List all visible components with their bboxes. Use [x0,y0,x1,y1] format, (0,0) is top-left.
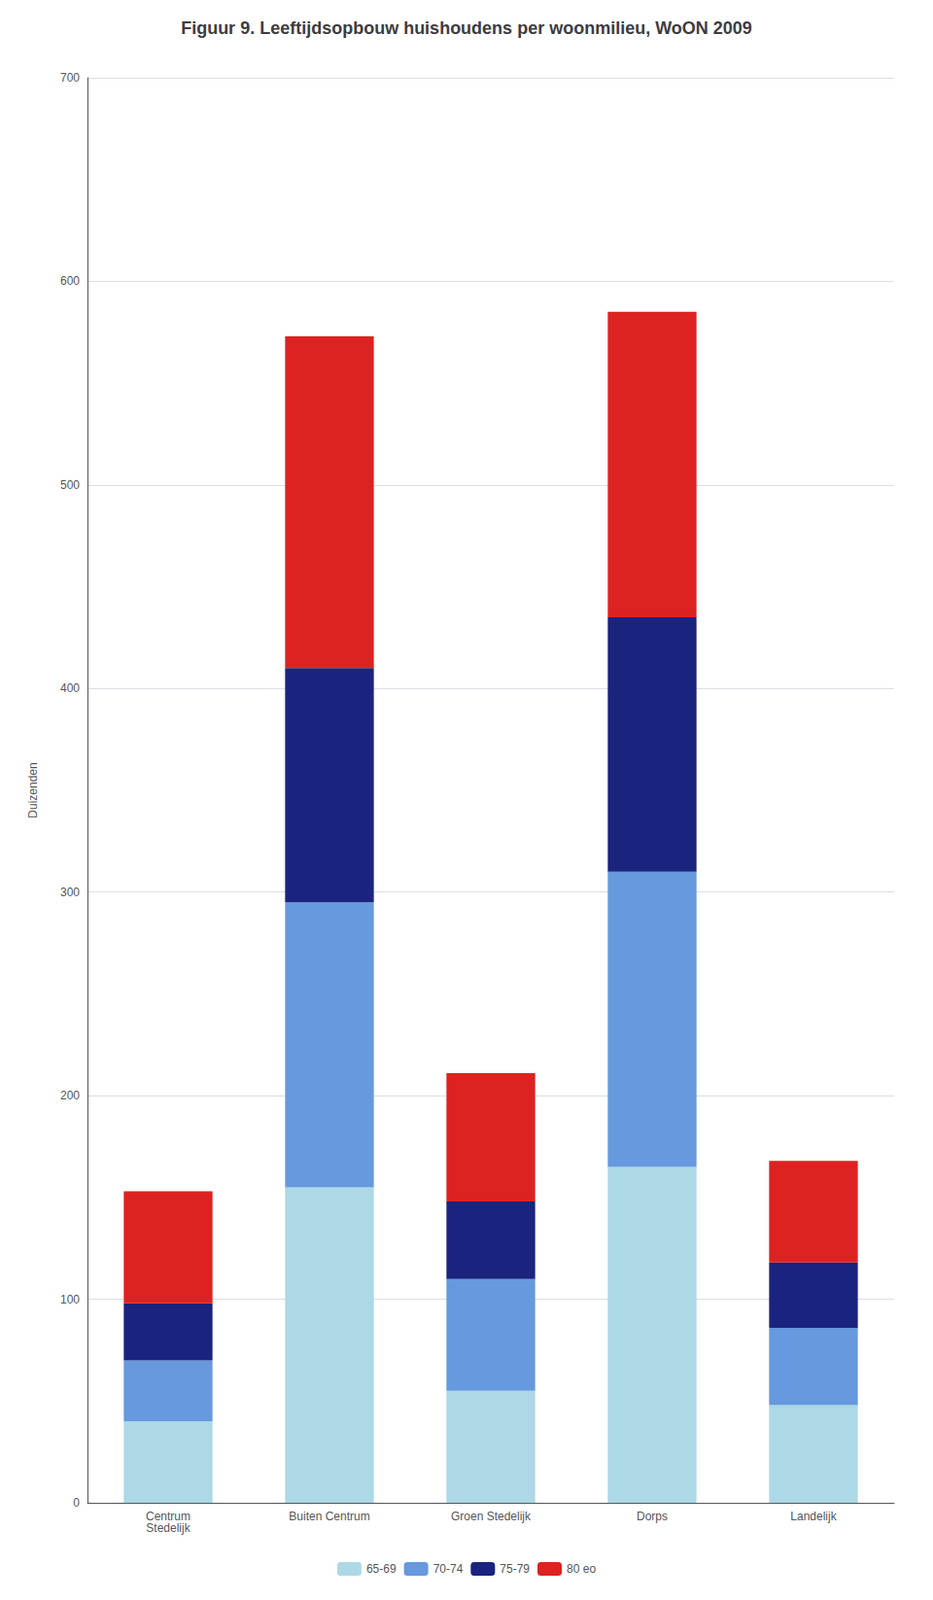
svg-text:600: 600 [60,274,80,288]
svg-text:Figuur 9. Leeftijdsopbouw huis: Figuur 9. Leeftijdsopbouw huishoudens pe… [180,18,753,38]
svg-text:0: 0 [72,1495,80,1510]
svg-text:Centrum: Centrum [145,1509,191,1523]
svg-text:65-69: 65-69 [366,1561,397,1576]
svg-text:500: 500 [60,478,80,492]
svg-text:75-79: 75-79 [499,1561,530,1576]
svg-text:100: 100 [60,1292,80,1307]
svg-text:Stedelijk: Stedelijk [145,1520,191,1535]
svg-text:700: 700 [60,70,80,85]
svg-text:Groen Stedelijk: Groen Stedelijk [450,1509,532,1523]
svg-text:Duizenden: Duizenden [26,761,40,818]
svg-text:70-74: 70-74 [433,1561,464,1576]
svg-text:300: 300 [60,885,80,899]
svg-text:400: 400 [60,681,80,695]
svg-text:80 eo: 80 eo [566,1561,596,1576]
svg-text:Buiten Centrum: Buiten Centrum [288,1509,370,1523]
svg-text:Dorps: Dorps [636,1509,668,1523]
svg-text:Landelijk: Landelijk [790,1509,837,1523]
svg-text:200: 200 [60,1088,80,1103]
